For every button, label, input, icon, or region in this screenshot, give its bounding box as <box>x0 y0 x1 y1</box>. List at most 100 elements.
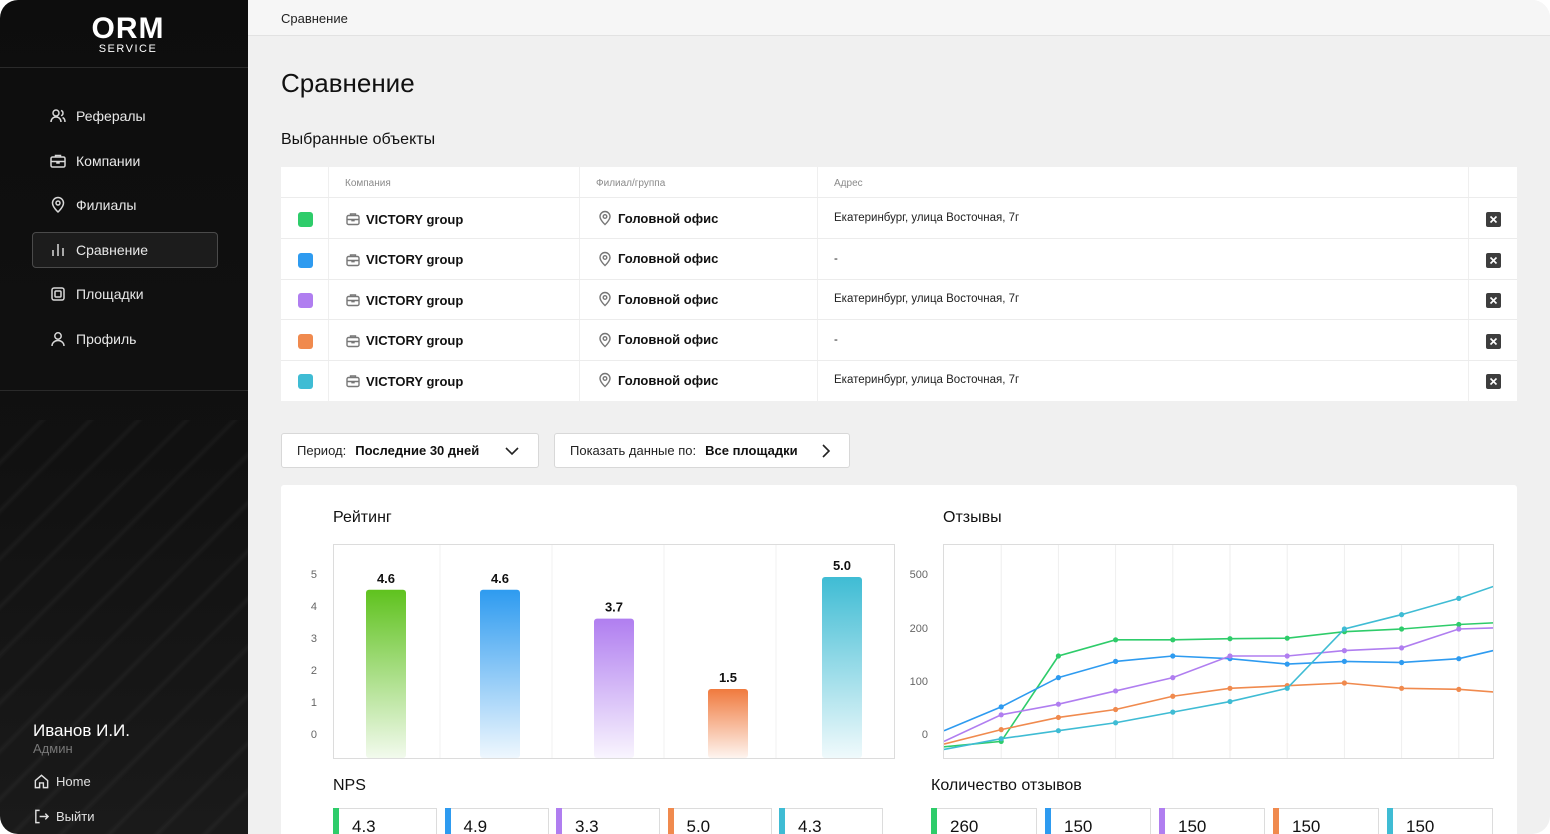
review-point[interactable] <box>1456 621 1462 628</box>
rating-bar[interactable] <box>480 589 520 758</box>
review-point[interactable] <box>998 704 1004 710</box>
review-point[interactable] <box>1170 709 1176 715</box>
table-row[interactable]: VICTORY group Головной офис Екатеринбург… <box>281 280 1517 320</box>
company-cell: VICTORY group <box>345 373 463 389</box>
review-point[interactable] <box>1113 688 1119 694</box>
rating-bar[interactable] <box>708 689 748 758</box>
color-bar <box>1273 808 1279 834</box>
review-point[interactable] <box>1341 648 1347 654</box>
remove-button[interactable] <box>1486 212 1501 227</box>
review-point[interactable] <box>1113 706 1119 713</box>
nps-value: 4.3 <box>798 817 822 834</box>
review-point[interactable] <box>1170 637 1176 643</box>
briefcase-icon <box>346 253 360 266</box>
review-point[interactable] <box>1055 653 1061 659</box>
review-point[interactable] <box>1341 626 1347 632</box>
sidebar-item-comparison[interactable]: Сравнение <box>32 231 218 268</box>
logout-label: Выйти <box>56 809 95 824</box>
review-point[interactable] <box>1284 635 1290 641</box>
review-series-line[interactable] <box>943 621 1517 748</box>
sidebar-item-referrals[interactable]: Рефералы <box>32 98 218 134</box>
map-pin-icon <box>599 251 611 266</box>
branch-cell: Головной офис <box>597 372 718 388</box>
sidebar-item-branches[interactable]: Филиалы <box>32 187 218 223</box>
nps-value: 5.0 <box>686 817 711 834</box>
remove-button[interactable] <box>1486 293 1501 308</box>
review-point[interactable] <box>1399 612 1405 618</box>
review-point[interactable] <box>1399 659 1405 666</box>
review-point[interactable] <box>1227 636 1233 642</box>
review-point[interactable] <box>998 727 1004 733</box>
review-point[interactable] <box>1399 626 1405 632</box>
home-icon <box>34 774 49 789</box>
remove-button[interactable] <box>1486 374 1501 389</box>
review-point[interactable] <box>1055 701 1061 707</box>
color-bar <box>1387 808 1393 834</box>
sidebar-item-label: Сравнение <box>76 241 148 258</box>
review-point[interactable] <box>1113 637 1119 643</box>
address-cell: Екатеринбург, улица Восточная, 7г <box>834 212 1020 224</box>
logo-sub: SERVICE <box>98 43 158 55</box>
review-point[interactable] <box>998 736 1004 742</box>
column-divider <box>328 167 329 401</box>
review-point[interactable] <box>1456 595 1462 601</box>
review-point[interactable] <box>1399 645 1405 651</box>
remove-button[interactable] <box>1486 252 1501 268</box>
map-pin-icon <box>599 372 611 388</box>
rating-bar[interactable] <box>594 618 634 758</box>
logo[interactable]: ORM SERVICE <box>78 14 178 58</box>
review-point[interactable] <box>1227 698 1233 705</box>
show-label: Показать данные по: <box>570 443 697 458</box>
user-name: Иванов И.И. <box>33 721 130 740</box>
sidebar-item-companies[interactable]: Компании <box>32 143 218 179</box>
review-point[interactable] <box>1284 685 1290 691</box>
review-point[interactable] <box>1055 728 1061 734</box>
review-point[interactable] <box>1341 658 1347 664</box>
company-cell: VICTORY group <box>345 333 463 349</box>
review-point[interactable] <box>1456 656 1462 662</box>
sidebar-item-profile[interactable]: Профиль <box>32 321 218 357</box>
review-point[interactable] <box>1284 661 1290 667</box>
review-point[interactable] <box>1341 680 1347 686</box>
review-point[interactable] <box>1284 653 1290 659</box>
sidebar: ORM SERVICE Рефералы Компании Филиалы Ср… <box>0 0 248 834</box>
period-select[interactable]: Период: Последние 30 дней <box>281 433 539 468</box>
review-point[interactable] <box>1113 720 1119 726</box>
review-point[interactable] <box>1055 714 1061 721</box>
review-point[interactable] <box>1055 675 1061 681</box>
rating-value-label: 1.5 <box>719 670 737 685</box>
table-row[interactable]: VICTORY group Головной офис - <box>281 240 1517 280</box>
platform-select[interactable]: Показать данные по: Все площадки <box>554 433 850 468</box>
count-title: Количество отзывов <box>931 777 1082 794</box>
period-value: Последние 30 дней <box>355 443 480 458</box>
company-cell: VICTORY group <box>345 292 463 308</box>
user-role: Админ <box>33 741 73 756</box>
review-point[interactable] <box>998 712 1004 718</box>
sidebar-item-platforms[interactable]: Площадки <box>32 276 218 312</box>
review-point[interactable] <box>1170 675 1176 681</box>
table-row[interactable]: VICTORY group Головной офис Екатеринбург… <box>281 361 1517 401</box>
table-row[interactable]: VICTORY group Головной офис Екатеринбург… <box>281 199 1517 239</box>
company-name: VICTORY group <box>366 333 464 348</box>
color-bar <box>444 808 451 834</box>
rating-bar[interactable] <box>822 577 862 758</box>
column-header-company: Компания <box>345 178 391 189</box>
review-point[interactable] <box>1399 685 1405 691</box>
breadcrumb-item[interactable]: Сравнение <box>281 11 348 26</box>
review-point[interactable] <box>1456 626 1462 632</box>
rating-bar[interactable] <box>366 589 406 758</box>
review-point[interactable] <box>1227 653 1233 659</box>
remove-button[interactable] <box>1486 333 1501 349</box>
review-point[interactable] <box>1456 686 1462 692</box>
nps-value: 3.3 <box>575 817 599 834</box>
review-point[interactable] <box>1170 693 1176 699</box>
logout-link[interactable]: Выйти <box>33 808 95 825</box>
review-point[interactable] <box>1113 658 1119 664</box>
review-point[interactable] <box>1170 653 1176 659</box>
map-pin-icon <box>599 291 611 307</box>
table-row[interactable]: VICTORY group Головной офис - <box>281 321 1517 361</box>
review-point[interactable] <box>1227 685 1233 691</box>
home-link[interactable]: Home <box>33 773 91 790</box>
reviews-chart-svg <box>943 545 1517 758</box>
review-count-card: 150 <box>1045 808 1151 834</box>
